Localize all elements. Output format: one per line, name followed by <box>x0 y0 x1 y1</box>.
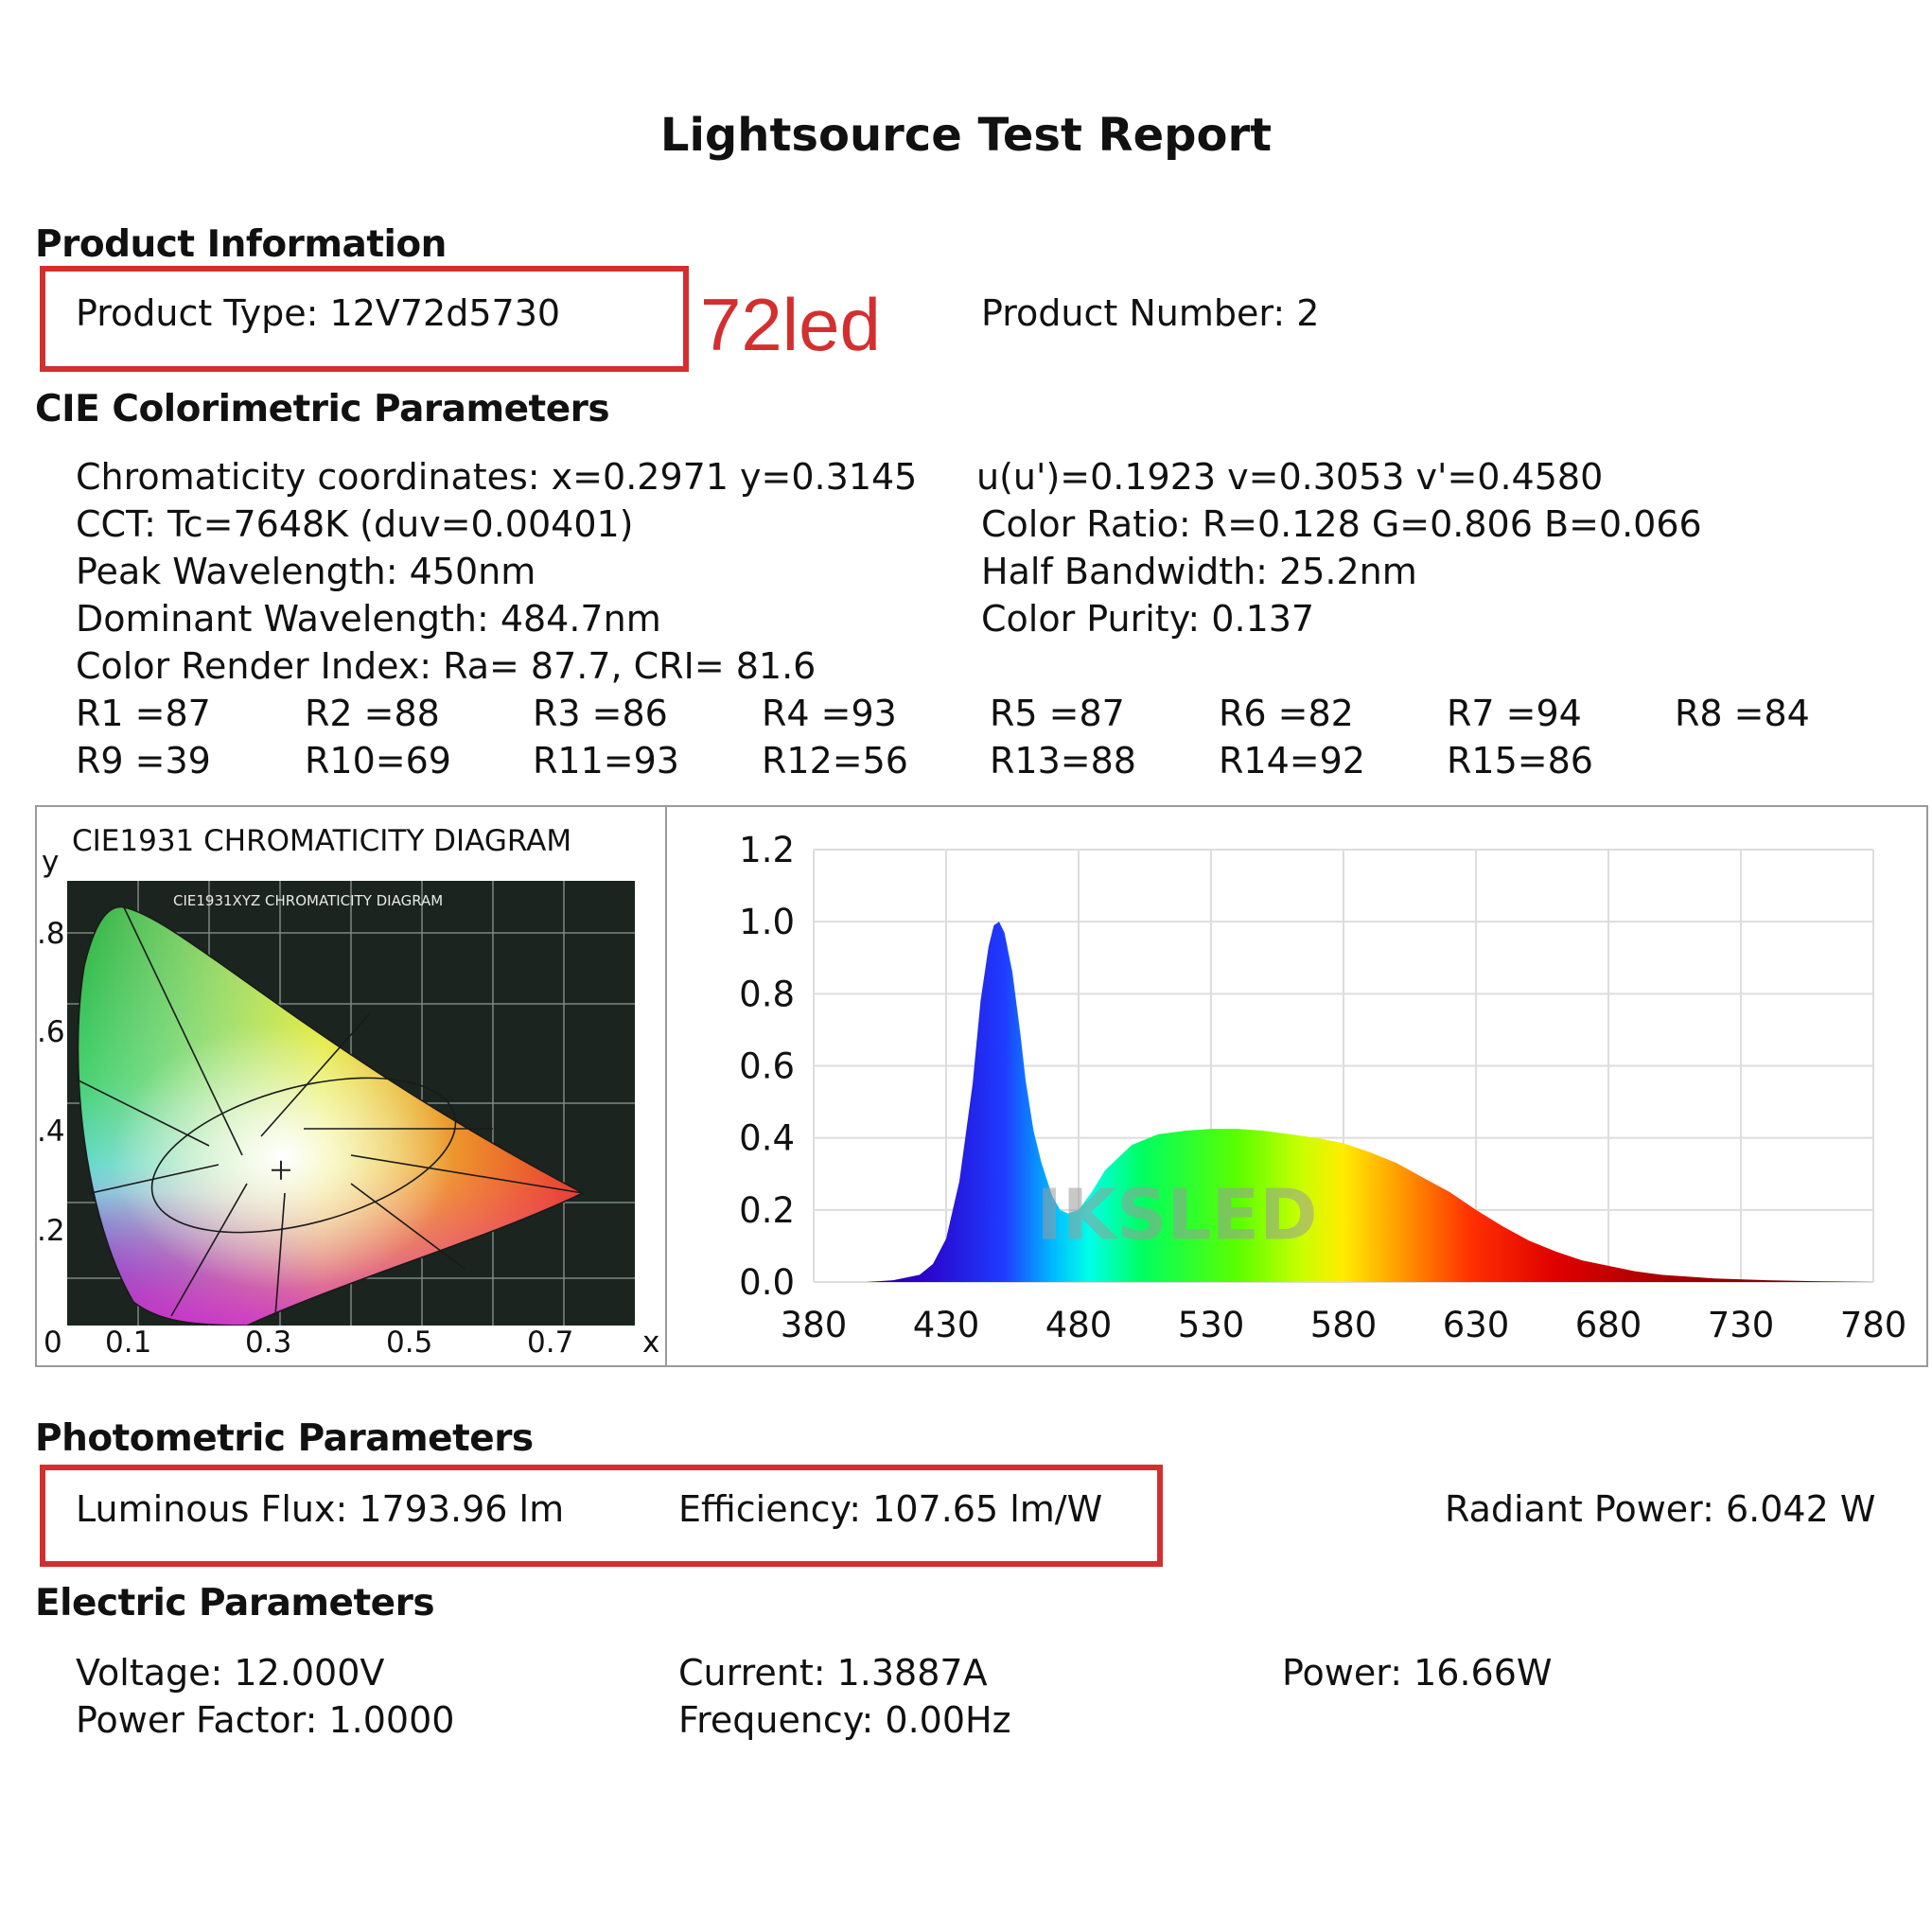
y-tick-label: 0.0 <box>739 1262 795 1303</box>
cie-x-axis-label: x <box>642 1326 660 1360</box>
dominant-wavelength: Dominant Wavelength: 484.7nm <box>76 598 661 640</box>
r-value: R5 =87 <box>990 693 1125 734</box>
photometric-highlight-box <box>40 1465 1163 1567</box>
r-value: R15=86 <box>1447 740 1593 782</box>
cie-inner-title: CIE1931XYZ CHROMATICITY DIAGRAM <box>173 892 443 909</box>
product-type-highlight-box <box>40 266 689 372</box>
current: Current: 1.3887A <box>678 1652 988 1694</box>
cie-y-tick: .2 <box>37 1214 65 1248</box>
r-value: R2 =88 <box>305 693 440 734</box>
cie-y-axis-label: y <box>42 845 60 879</box>
voltage: Voltage: 12.000V <box>76 1652 385 1694</box>
r-value: R12=56 <box>762 740 908 782</box>
cie-x-tick: 0.7 <box>527 1326 574 1360</box>
cie-x-tick: 0.3 <box>245 1326 292 1360</box>
led-count-annotation: 72led <box>700 283 881 366</box>
cie-x-tick: 0.1 <box>105 1326 152 1360</box>
spectrum-chart-panel: 0.0 0.2 0.4 0.6 0.8 1.0 1.2 380 430 480 530 580 630… <box>665 805 1928 1367</box>
color-purity: Color Purity: 0.137 <box>981 598 1315 640</box>
y-tick-label: 0.4 <box>739 1118 795 1159</box>
x-tick-label: 430 <box>913 1305 980 1345</box>
product-number: Product Number: 2 <box>981 292 1320 334</box>
cie-measured-point <box>271 1160 290 1180</box>
r-value: R14=92 <box>1219 740 1365 782</box>
color-render-index: Color Render Index: Ra= 87.7, CRI= 81.6 <box>76 645 817 687</box>
y-tick-label: 0.8 <box>739 974 795 1014</box>
x-tick-label: 680 <box>1575 1305 1642 1345</box>
cie-y-tick: .6 <box>37 1015 65 1049</box>
report-title: Lightsource Test Report <box>659 109 1273 162</box>
power: Power: 16.66W <box>1282 1652 1553 1694</box>
r-value: R8 =84 <box>1675 693 1810 734</box>
uv-coordinates: u(u')=0.1923 v=0.3053 v'=0.4580 <box>976 456 1604 498</box>
y-tick-label: 1.0 <box>739 902 795 942</box>
x-tick-label: 780 <box>1840 1305 1907 1345</box>
cct-value: CCT: Tc=7648K (duv=0.00401) <box>76 503 634 545</box>
y-tick-label: 0.6 <box>739 1046 795 1087</box>
power-factor: Power Factor: 1.0000 <box>76 1699 455 1741</box>
product-type: Product Type: 12V72d5730 <box>76 292 561 334</box>
cie-x-tick: 0.5 <box>386 1326 433 1360</box>
y-tick-label: 0.2 <box>739 1190 795 1231</box>
product-info-heading: Product Information <box>35 223 447 266</box>
frequency: Frequency: 0.00Hz <box>678 1699 1011 1741</box>
r-value: R10=69 <box>305 740 451 782</box>
cie-diagram-panel: CIE1931 CHROMATICITY DIAGRAM y .8 .6 .4 … <box>35 805 667 1367</box>
luminous-flux: Luminous Flux: 1793.96 lm <box>76 1488 565 1530</box>
spectrum-y-axis: 0.0 0.2 0.4 0.6 0.8 1.0 1.2 <box>739 830 795 1303</box>
cie-x-tick: 0 <box>44 1326 62 1360</box>
efficiency: Efficiency: 107.65 lm/W <box>678 1488 1103 1530</box>
spectrum-series-area <box>814 922 1873 1282</box>
peak-wavelength: Peak Wavelength: 450nm <box>76 551 536 592</box>
r-value: R13=88 <box>990 740 1136 782</box>
x-tick-label: 530 <box>1178 1305 1245 1345</box>
x-tick-label: 480 <box>1045 1305 1113 1345</box>
cie-heading: CIE Colorimetric Parameters <box>35 388 610 430</box>
color-ratio: Color Ratio: R=0.128 G=0.806 B=0.066 <box>981 503 1702 545</box>
r-value: R11=93 <box>533 740 679 782</box>
x-tick-label: 580 <box>1310 1305 1378 1345</box>
half-bandwidth: Half Bandwidth: 25.2nm <box>981 551 1417 592</box>
cie-y-tick: .8 <box>37 917 65 951</box>
r-value: R9 =39 <box>76 740 211 782</box>
x-tick-label: 630 <box>1443 1305 1510 1345</box>
r-value: R1 =87 <box>76 693 211 734</box>
y-tick-label: 1.2 <box>739 830 795 870</box>
watermark-text: IKSLED <box>1036 1174 1317 1256</box>
r-value: R6 =82 <box>1219 693 1354 734</box>
r-value: R3 =86 <box>533 693 668 734</box>
radiant-power: Radiant Power: 6.042 W <box>1445 1488 1876 1530</box>
x-tick-label: 730 <box>1708 1305 1775 1345</box>
electric-heading: Electric Parameters <box>35 1582 435 1625</box>
r-value: R7 =94 <box>1447 693 1582 734</box>
spectrum-x-axis: 380 430 480 530 580 630 680 730 780 <box>781 1305 1907 1345</box>
x-tick-label: 380 <box>781 1305 848 1345</box>
spectrum-chart: 0.0 0.2 0.4 0.6 0.8 1.0 1.2 380 430 480 530 580 630… <box>739 830 1907 1345</box>
r-value: R4 =93 <box>762 693 897 734</box>
cie-y-tick: .4 <box>37 1115 65 1149</box>
cie-chromaticity-plot: CIE1931XYZ CHROMATICITY DIAGRAM <box>67 881 635 1326</box>
photometric-heading: Photometric Parameters <box>35 1417 534 1460</box>
cie-diagram-title: CIE1931 CHROMATICITY DIAGRAM <box>72 824 572 858</box>
chromaticity-coordinates: Chromaticity coordinates: x=0.2971 y=0.3… <box>76 456 918 498</box>
cie-diagram-linework <box>76 905 585 1326</box>
